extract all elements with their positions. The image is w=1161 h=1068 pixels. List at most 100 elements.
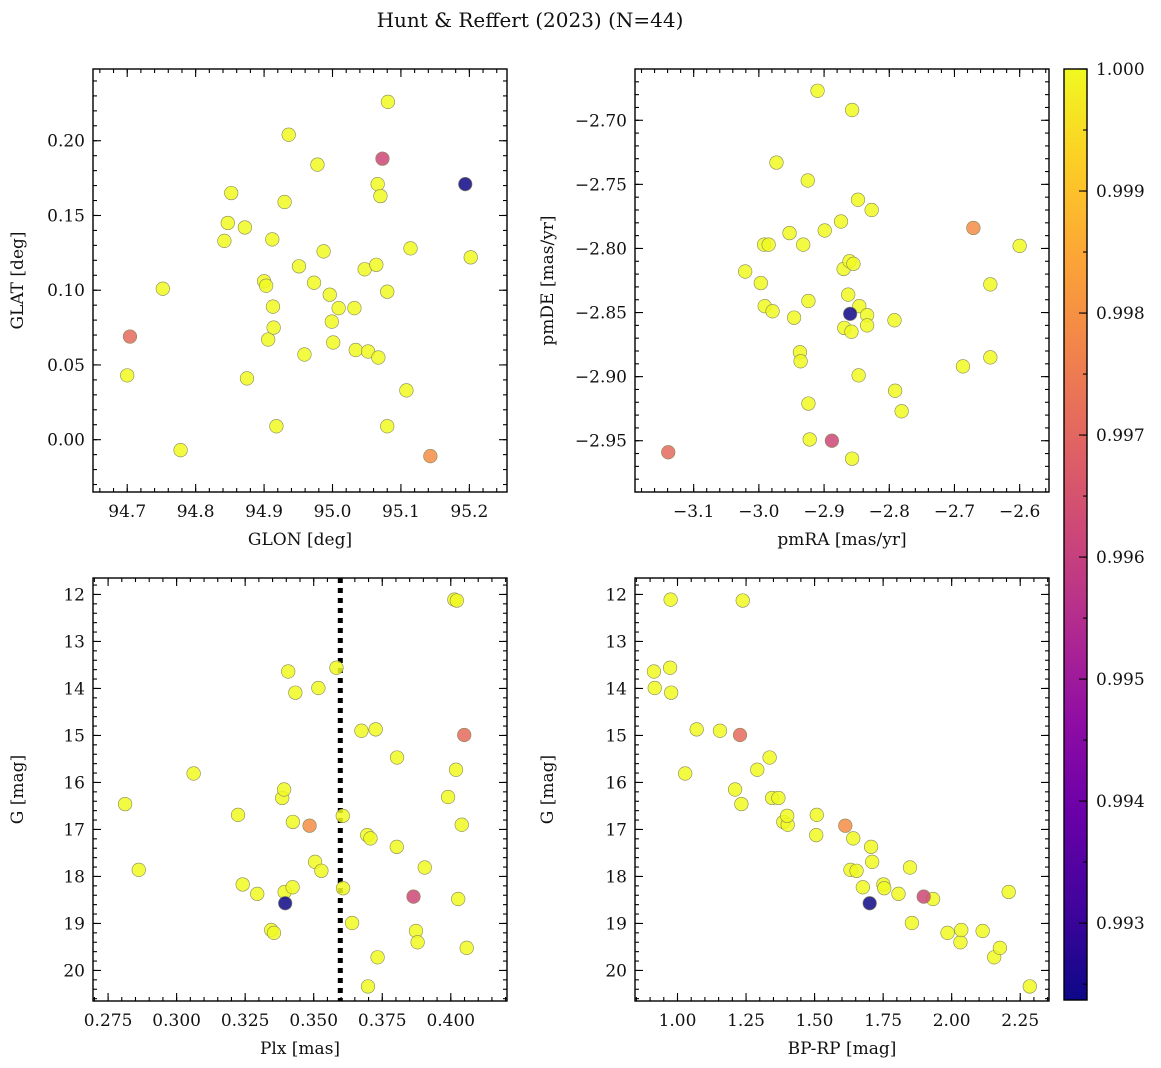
scatter-point (765, 304, 780, 319)
panel-glon-glat: 94.7 94.8 94.9 95.0 95.1 95.2 0.00 0.05 0.10 0.15… (8, 68, 508, 550)
scatter-point (276, 782, 292, 797)
x-axis-label: pmRA [mas/yr] (777, 530, 906, 550)
scatter-point (769, 155, 784, 170)
scatter-point (850, 192, 866, 207)
x-tick-label: 1.75 (864, 1011, 902, 1031)
y-tick-label: 17 (605, 820, 627, 840)
scatter-point (239, 371, 255, 386)
scatter-point (782, 225, 797, 241)
scatter-point (220, 215, 235, 231)
y-tick-label: −2.85 (575, 304, 627, 324)
y-tick-label: 14 (63, 679, 85, 699)
colorbar-tick-label: 0.999 (1096, 182, 1145, 202)
x-tick-label: 2.00 (933, 1011, 971, 1031)
scatter-point (369, 257, 384, 272)
scatter-point (399, 383, 414, 398)
y-tick-label: 20 (605, 961, 627, 981)
y-tick-label: 15 (63, 726, 85, 746)
scatter-point (663, 592, 678, 607)
scatter-point (689, 722, 704, 737)
y-tick-label: 12 (63, 585, 85, 605)
colorbar-tick-label: 0.994 (1096, 792, 1145, 812)
y-tick-label: 0.15 (47, 206, 85, 226)
scatter-point (326, 335, 341, 350)
axes-frame (634, 68, 1050, 493)
scatter-point (877, 881, 892, 896)
x-tick-label: 1.00 (659, 1011, 697, 1031)
scatter-point (852, 299, 867, 314)
scatter-point (800, 173, 815, 188)
y-tick-label: 0.20 (47, 132, 85, 152)
scatter-point (904, 915, 920, 931)
scatter-point (155, 281, 170, 296)
scatter-point (845, 102, 860, 118)
scatter-point (266, 925, 282, 940)
panel-pmra-pmde: −3.1 −3.0 −2.9 −2.8 −2.7 −2.6 −2.95 −2.90 −2.85 −… (538, 68, 1050, 550)
y-tick-label: −2.80 (575, 239, 627, 259)
colorbar-tick-label: 0.998 (1096, 304, 1145, 324)
scatter-point (354, 723, 369, 738)
scatter-point (281, 664, 296, 679)
scatter-point (863, 839, 879, 854)
y-tick-label: 20 (63, 961, 85, 981)
y-tick-label: 13 (63, 632, 85, 652)
colorbar-tick-label: 1.000 (1096, 60, 1145, 80)
scatter-point (887, 313, 902, 328)
scatter-point (838, 818, 853, 833)
x-tick-label: 0.300 (152, 1011, 201, 1031)
scatter-point (224, 185, 239, 201)
y-tick-label: 16 (63, 773, 85, 793)
scatter-point (809, 827, 824, 843)
scatter-point (314, 863, 329, 878)
scatter-point (370, 176, 385, 192)
scatter-point (348, 342, 363, 358)
scatter-point (786, 310, 802, 325)
y-tick-label: −2.75 (575, 175, 627, 195)
scatter-point (753, 275, 768, 291)
scatter-point (360, 979, 376, 994)
colorbar-tick-label: 0.995 (1096, 670, 1145, 690)
x-tick-label: 0.375 (358, 1011, 407, 1031)
x-tick-label: 0.275 (84, 1011, 133, 1031)
colorbar-gradient (1064, 69, 1087, 1000)
scatter-point (1001, 884, 1016, 900)
scatter-point (762, 750, 777, 765)
scatter-point (230, 807, 246, 822)
scatter-point (975, 923, 990, 939)
x-tick-label: −2.7 (934, 502, 975, 522)
x-axis-label: Plx [mas] (260, 1039, 340, 1059)
x-tick-label: 0.400 (426, 1011, 475, 1031)
y-tick-label: 19 (605, 914, 627, 934)
scatter-point (186, 766, 201, 781)
scatter-point (269, 419, 284, 434)
scatter-point (380, 94, 396, 109)
scatter-point (983, 350, 998, 365)
scatter-point (265, 299, 281, 314)
scatter-point (761, 237, 776, 252)
x-tick-label: 2.25 (1001, 1011, 1039, 1031)
scatter-point (855, 880, 870, 895)
scatter-point (454, 817, 469, 832)
scatter-point (810, 83, 825, 98)
scatter-point (833, 214, 849, 229)
scatter-point (375, 151, 390, 166)
scatter-point (647, 680, 662, 696)
scatter-point (865, 854, 880, 869)
y-tick-label: 19 (63, 914, 85, 934)
scatter-point (316, 244, 331, 259)
scatter-point (291, 259, 307, 274)
scatter-point (646, 664, 662, 679)
scatter-point (888, 383, 903, 398)
y-axis-label: GLAT [deg] (8, 231, 28, 329)
y-tick-label: 16 (605, 773, 627, 793)
scatter-point (844, 324, 859, 339)
x-tick-label: −2.6 (999, 502, 1040, 522)
scatter-point (370, 950, 385, 965)
scatter-point (373, 188, 388, 204)
scatter-point (237, 220, 253, 235)
y-tick-label: 14 (605, 679, 627, 699)
scatter-point (329, 660, 344, 675)
x-tick-label: 1.25 (727, 1011, 765, 1031)
scatter-point (824, 433, 839, 448)
scatter-point (410, 935, 425, 950)
